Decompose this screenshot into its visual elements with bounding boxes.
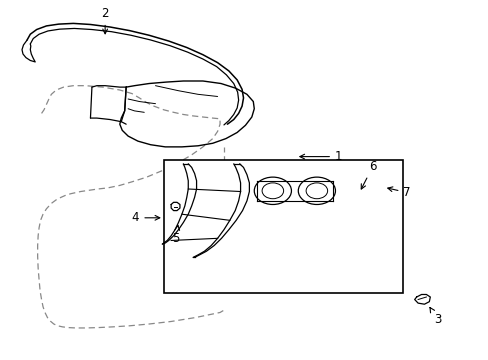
Text: 4: 4 bbox=[132, 211, 160, 224]
Bar bbox=[163, 160, 403, 293]
Text: 1: 1 bbox=[299, 150, 342, 163]
Text: 6: 6 bbox=[361, 160, 376, 189]
Text: 3: 3 bbox=[429, 307, 441, 326]
Text: 2: 2 bbox=[101, 7, 109, 34]
Text: 5: 5 bbox=[172, 225, 180, 245]
Text: 7: 7 bbox=[387, 186, 410, 199]
